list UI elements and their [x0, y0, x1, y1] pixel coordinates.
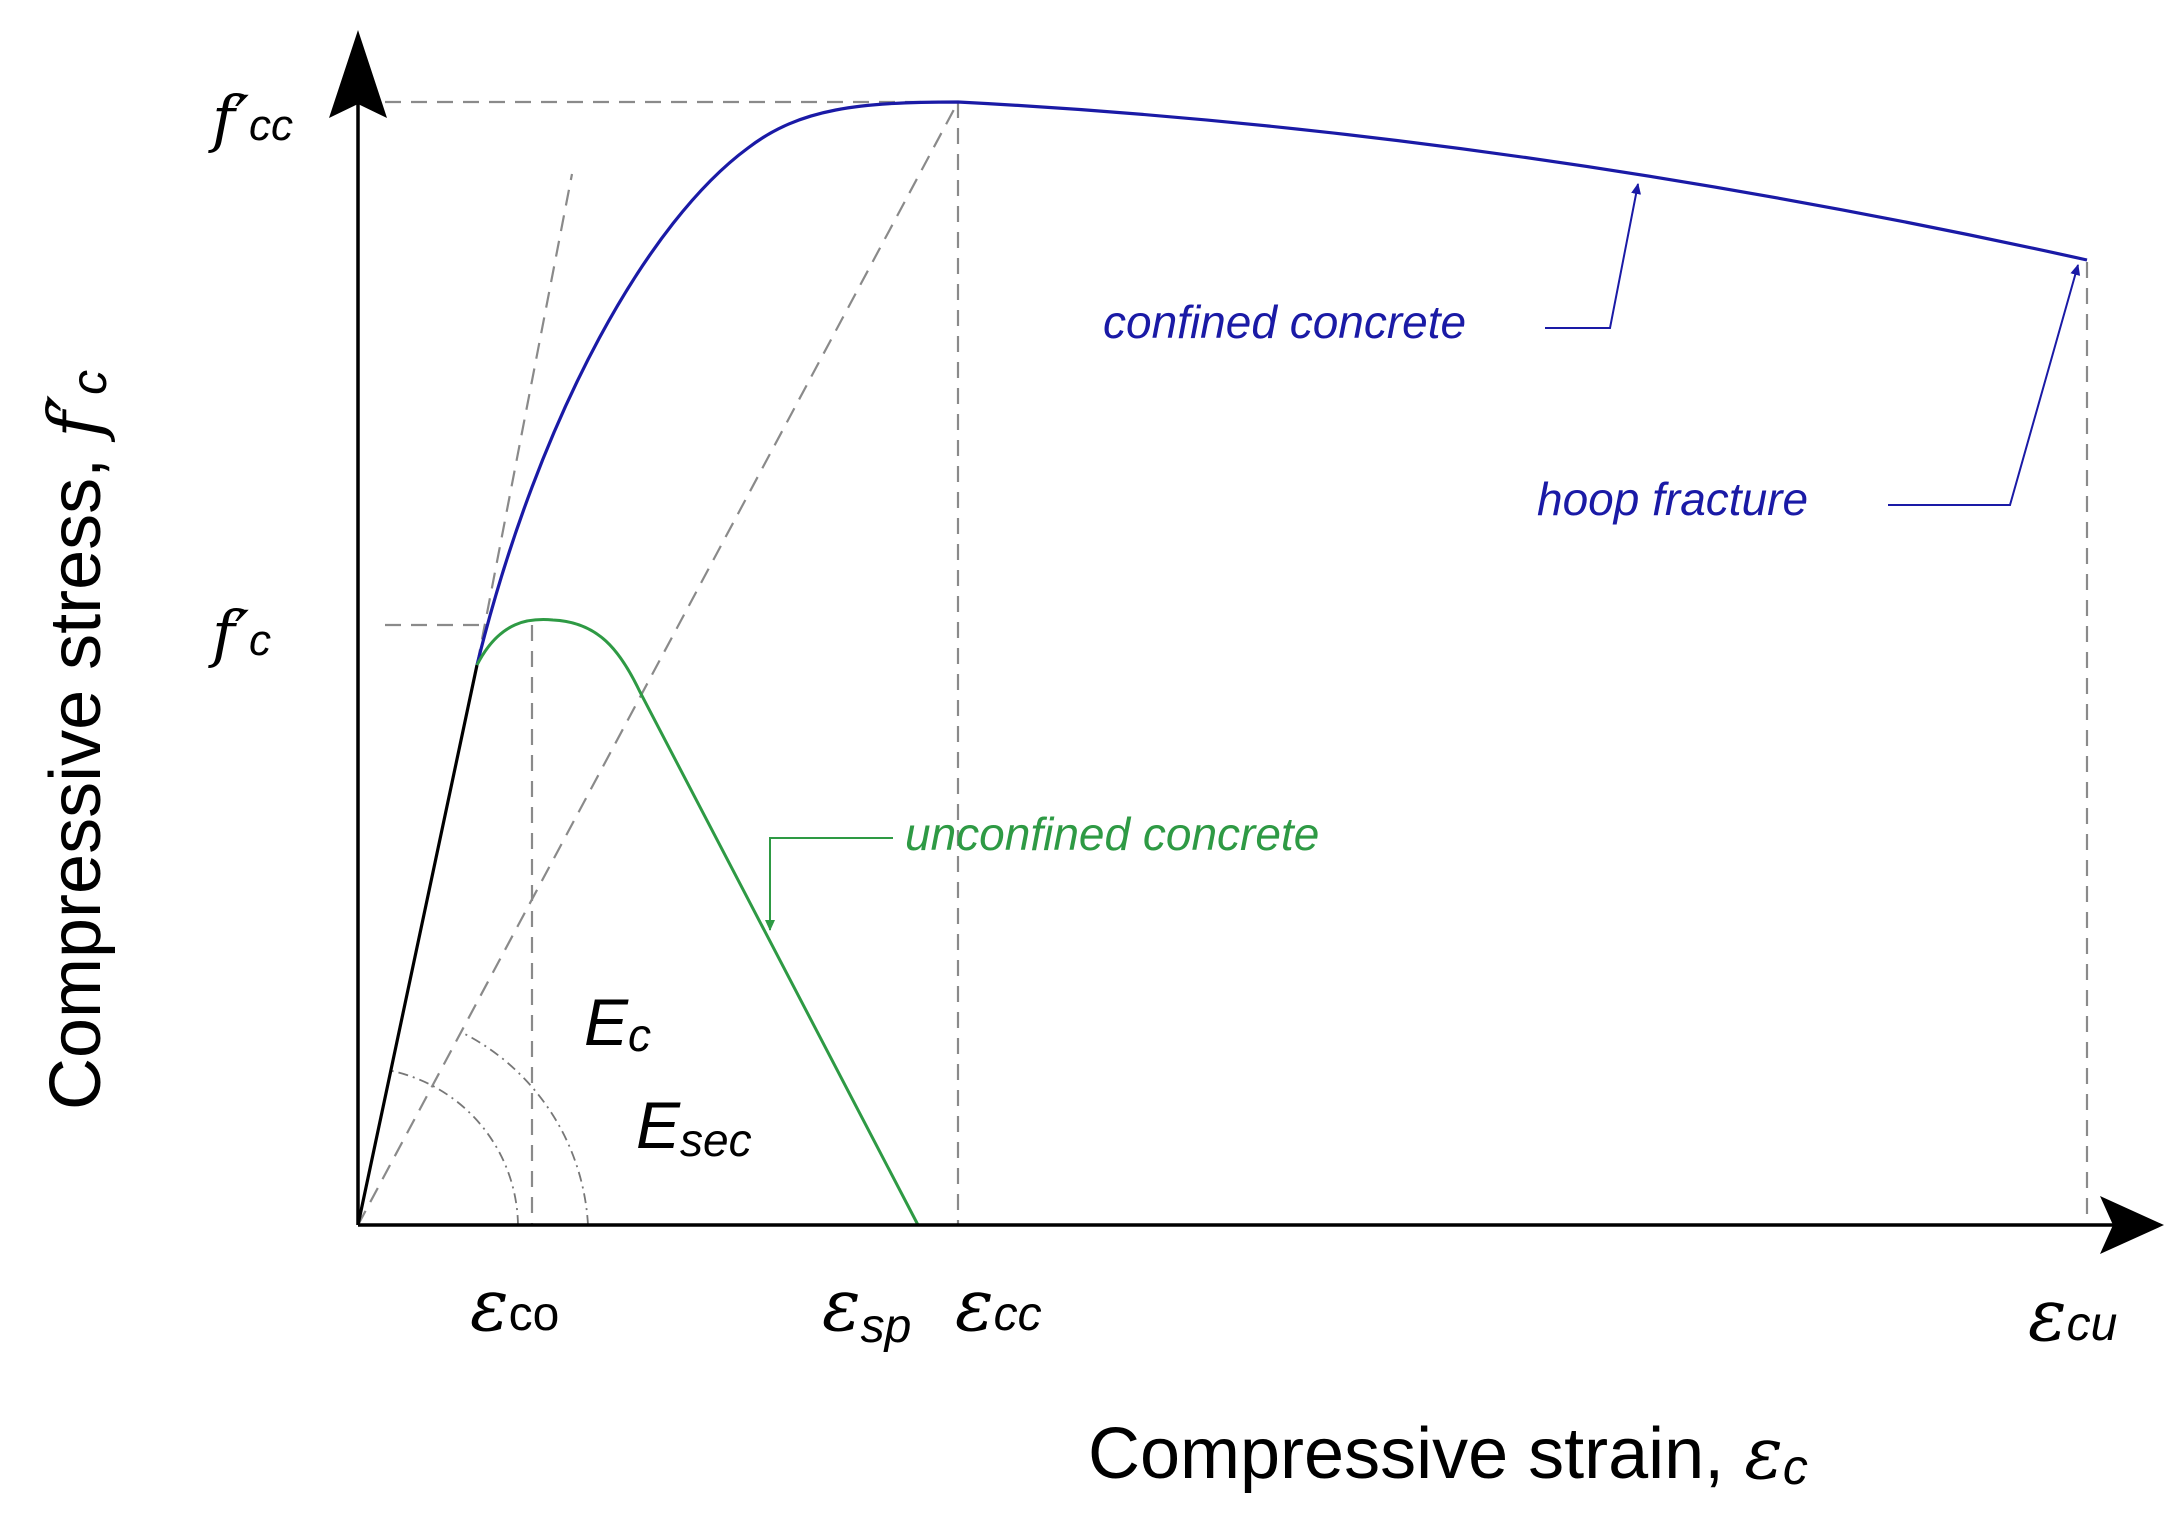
x-axis-title: Compressive strain, εc: [1088, 1411, 1808, 1495]
label-Esec: Esec: [636, 1088, 752, 1166]
secant-angle-arc: [460, 1031, 589, 1226]
tangent-modulus-line: [475, 173, 574, 666]
x-tick-esp: εsp: [822, 1263, 911, 1353]
x-tick-ecu: εcu: [2028, 1273, 2117, 1357]
x-tick-eco: εco: [470, 1263, 559, 1347]
hoop-leader-arrow: [1888, 264, 2081, 506]
annotation-unconfined-concrete: unconfined concrete: [905, 808, 1319, 860]
confined-concrete-curve: [475, 100, 2088, 666]
initial-elastic-segment: [356, 664, 479, 1226]
secant-modulus-line: [357, 101, 959, 1226]
y-tick-fcc: f′cc: [208, 82, 293, 155]
annotation-hoop-fracture: hoop fracture: [1537, 473, 1808, 525]
tangent-angle-arc: [391, 1070, 519, 1226]
modulus-angle-arcs: [391, 1031, 589, 1226]
axes: [329, 30, 2164, 1254]
unconfined-concrete-curve: [475, 618, 920, 1226]
label-Ec: Ec: [584, 985, 651, 1061]
x-tick-ecc: εcc: [955, 1263, 1042, 1347]
annotation-confined-concrete: confined concrete: [1103, 296, 1466, 348]
guide-lines: [357, 100, 2089, 1226]
x-axis-arrowhead: [2100, 1196, 2164, 1254]
y-axis-arrowhead: [329, 30, 387, 118]
y-axis-title: Compressive stress, f′c: [33, 370, 117, 1110]
curves: [356, 100, 2088, 1226]
annotation-leaders: [765, 183, 2081, 931]
y-tick-fc: f′c: [208, 597, 271, 670]
confined-leader-arrow: [1545, 183, 1641, 329]
unconfined-leader-arrow: [765, 837, 893, 931]
